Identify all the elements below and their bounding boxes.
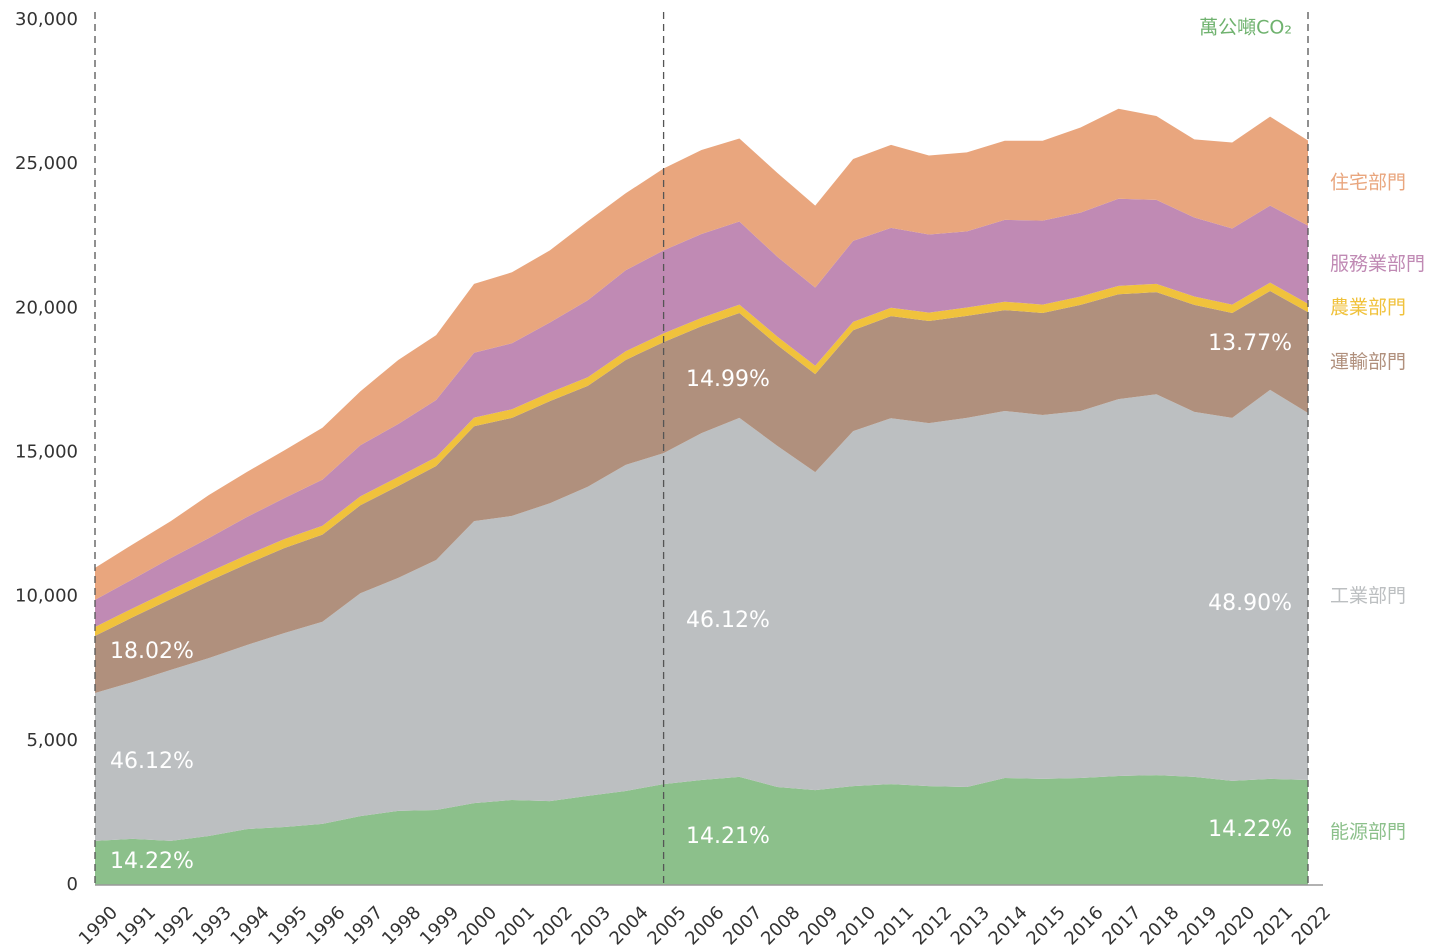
- annotation: 46.12%: [110, 749, 194, 774]
- legend-label: 工業部門: [1330, 585, 1406, 607]
- legend-label: 運輸部門: [1330, 351, 1406, 373]
- x-tick-label: 1993: [189, 902, 236, 946]
- x-tick-label: 2015: [1022, 902, 1069, 946]
- legend-label: 服務業部門: [1330, 253, 1425, 275]
- area: [95, 198, 1308, 627]
- x-tick-label: 2022: [1288, 902, 1335, 946]
- area: [95, 291, 1308, 693]
- annotation: 46.12%: [686, 608, 770, 633]
- x-tick-label: 2014: [985, 902, 1032, 946]
- legend-label: 住宅部門: [1330, 172, 1406, 194]
- x-tick-label: 1990: [75, 902, 122, 946]
- x-tick-label: 2009: [795, 902, 842, 946]
- x-tick-label: 2013: [947, 902, 994, 946]
- x-tick-label: 1999: [416, 902, 463, 946]
- y-tick-label: 30,000: [15, 9, 78, 30]
- annotation: 18.02%: [110, 639, 194, 664]
- x-tick-label: 2012: [909, 902, 956, 946]
- annotation: 14.99%: [686, 367, 770, 392]
- x-tick-label: 2008: [757, 902, 804, 946]
- area: [95, 108, 1308, 600]
- unit-label: 萬公噸CO₂: [1199, 17, 1292, 39]
- annotation: 14.21%: [686, 824, 770, 849]
- x-tick-label: 2011: [871, 902, 918, 946]
- x-tick-label: 1991: [113, 902, 160, 946]
- x-tick-label: 2007: [719, 902, 766, 946]
- x-tick-label: 2004: [606, 902, 653, 946]
- x-tick-label: 1998: [378, 902, 425, 946]
- areas: [95, 108, 1308, 885]
- annotation: 14.22%: [1208, 817, 1292, 842]
- x-tick-label: 2010: [833, 902, 880, 946]
- x-tick-label: 2020: [1212, 902, 1259, 946]
- y-tick-label: 5,000: [26, 730, 78, 751]
- x-tick-label: 2000: [454, 902, 501, 946]
- x-tick-label: 1996: [302, 902, 349, 946]
- x-tick-label: 2006: [681, 902, 728, 946]
- area: [95, 389, 1308, 841]
- y-tick-label: 15,000: [15, 442, 78, 463]
- legend-label: 農業部門: [1330, 296, 1406, 318]
- x-tick-label: 2003: [568, 902, 615, 946]
- legend-label: 能源部門: [1330, 821, 1406, 843]
- x-tick-label: 1992: [151, 902, 198, 946]
- annotation: 48.90%: [1208, 591, 1292, 616]
- y-tick-label: 10,000: [15, 586, 78, 607]
- annotation: 14.22%: [110, 849, 194, 874]
- x-tick-label: 2021: [1250, 902, 1297, 946]
- x-tick-label: 2019: [1174, 902, 1221, 946]
- y-tick-label: 25,000: [15, 153, 78, 174]
- annotation: 13.77%: [1208, 331, 1292, 356]
- area: [95, 775, 1308, 885]
- x-tick-label: 2002: [530, 902, 577, 946]
- x-tick-label: 2018: [1136, 902, 1183, 946]
- x-tick-label: 2017: [1098, 902, 1145, 946]
- x-tick-label: 1995: [264, 902, 311, 946]
- y-tick-label: 0: [67, 874, 78, 895]
- x-tick-label: 1994: [226, 902, 273, 946]
- x-tick-label: 1997: [340, 902, 387, 946]
- y-tick-label: 20,000: [15, 297, 78, 318]
- x-tick-label: 2016: [1060, 902, 1107, 946]
- x-tick-label: 2005: [643, 902, 690, 946]
- x-tick-label: 2001: [492, 902, 539, 946]
